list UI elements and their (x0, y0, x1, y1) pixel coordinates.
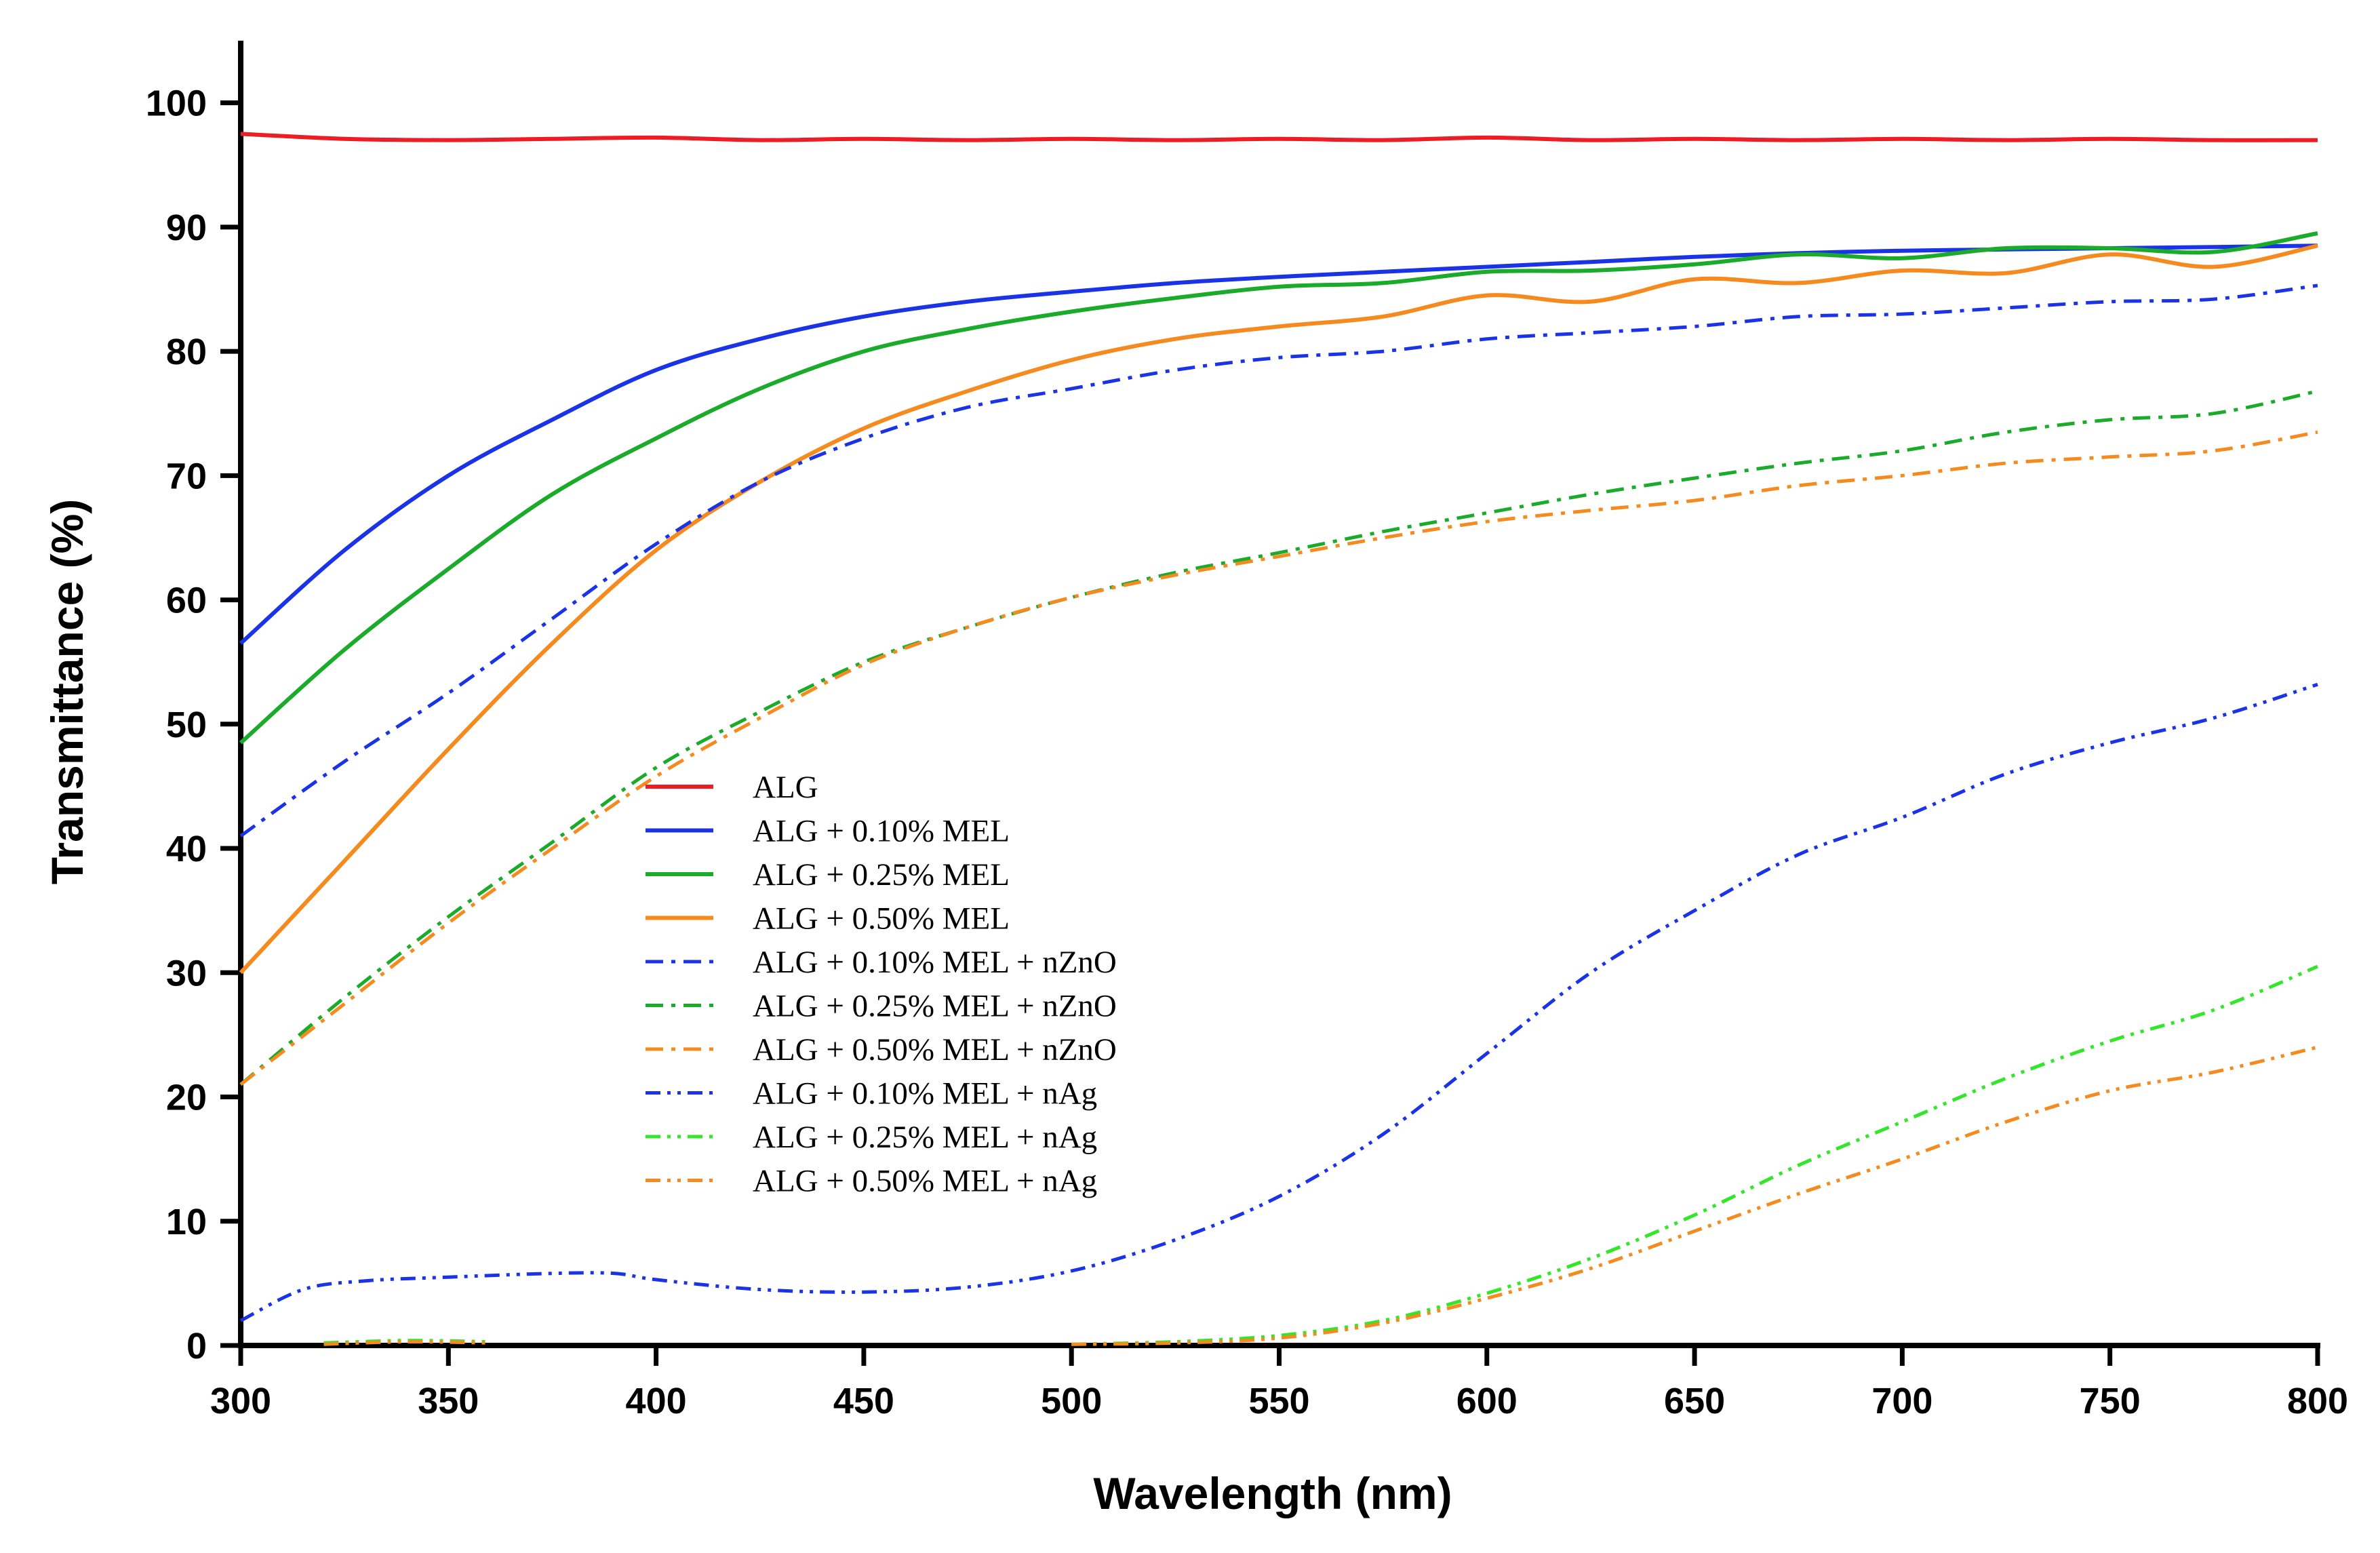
legend-label: ALG + 0.50% MEL + nAg (753, 1164, 1097, 1199)
legend-label: ALG + 0.10% MEL + nAg (753, 1076, 1097, 1112)
series-line-8 (239, 682, 2318, 1322)
x-tick-label: 400 (626, 1381, 687, 1421)
y-tick-label: 100 (146, 83, 207, 124)
x-tick-label: 650 (1664, 1381, 1725, 1421)
x-tick-label: 500 (1041, 1381, 1102, 1421)
series-line-7 (239, 430, 2318, 1086)
series-line-4 (239, 243, 2318, 975)
series-lines (239, 132, 2318, 1346)
x-tick-label: 800 (2287, 1381, 2348, 1421)
series-line-1 (240, 132, 2318, 142)
x-tick-label: 700 (1871, 1381, 1932, 1421)
x-tick-label: 300 (210, 1381, 271, 1421)
legend-label: ALG + 0.50% MEL + nZnO (753, 1032, 1117, 1067)
y-tick-label: 90 (166, 208, 207, 248)
series-line-9 (1071, 964, 2318, 1346)
legend-label: ALG + 0.10% MEL (753, 814, 1010, 849)
x-tick-label: 450 (833, 1381, 894, 1421)
legend-label: ALG + 0.25% MEL (753, 857, 1010, 892)
legend-label: ALG + 0.10% MEL + nZnO (753, 945, 1117, 980)
y-tick-label: 70 (166, 456, 207, 496)
y-tick-label: 10 (166, 1202, 207, 1242)
y-tick-label: 40 (166, 829, 207, 869)
y-tick-label: 80 (166, 332, 207, 372)
legend-label: ALG + 0.25% MEL + nZnO (753, 989, 1117, 1024)
y-tick-label: 20 (166, 1078, 207, 1118)
legend-label: ALG + 0.50% MEL (753, 901, 1010, 937)
legend-label: ALG + 0.25% MEL + nAg (753, 1120, 1097, 1155)
series-line-3 (239, 231, 2318, 745)
legend: ALG ALG + 0.10% MEL ALG + 0.25% MEL ALG + 0… (646, 770, 1117, 1199)
legend-label: ALG (753, 770, 818, 805)
x-axis-title: Wavelength (nm) (1093, 1468, 1452, 1518)
y-axis-title: Transmittance (%) (42, 499, 92, 884)
y-tick-label: 60 (166, 581, 207, 621)
x-tick-label: 550 (1248, 1381, 1309, 1421)
x-tick-label: 350 (418, 1381, 479, 1421)
x-tick-label: 600 (1456, 1381, 1518, 1421)
x-tick-label: 750 (2080, 1381, 2141, 1421)
series-line-5 (239, 283, 2318, 838)
y-tick-label: 50 (166, 705, 207, 745)
axes: 0 10 20 30 40 50 60 70 80 90 100 300 350 400 450 500 550… (146, 41, 2348, 1421)
y-tick-label: 0 (186, 1326, 207, 1367)
series-line-6 (239, 389, 2318, 1086)
y-tick-label: 30 (166, 953, 207, 994)
series-line-2 (239, 243, 2318, 645)
series-line-10 (1071, 1045, 2318, 1346)
